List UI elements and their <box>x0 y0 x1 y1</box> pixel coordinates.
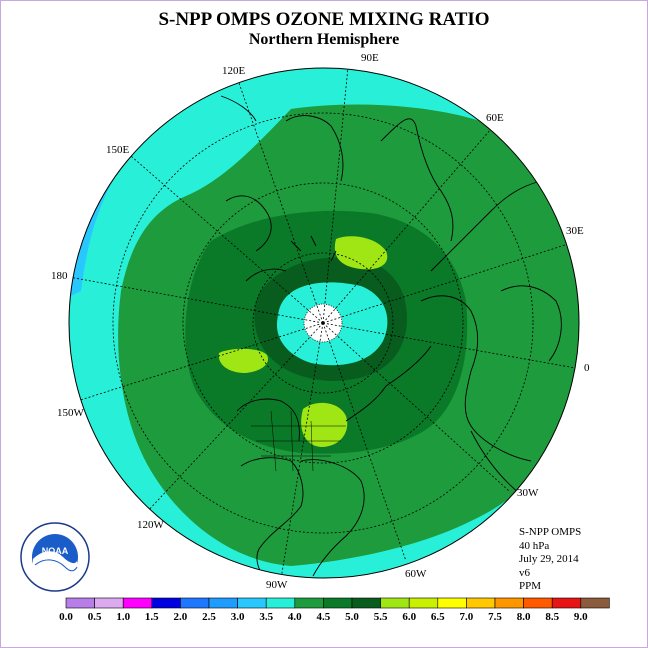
color-scale: 0.0 0.5 1.0 1.5 2.0 2.5 3.0 3.5 4.0 4.5 5.0 5.5 6.0 6… <box>59 597 610 623</box>
color-swatch <box>437 597 467 609</box>
coast-middle-east <box>430 180 542 272</box>
coast-north-america-east <box>300 459 365 577</box>
color-scale-tick-label: 8.5 <box>545 611 559 623</box>
lon-label-60w: 60W <box>405 568 427 580</box>
info-block: S-NPP OMPS 40 hPa July 29, 2014 v6 PPM <box>519 526 639 594</box>
color-swatch <box>466 597 496 609</box>
color-swatch <box>494 597 524 609</box>
lon-label-0: 0 <box>584 362 590 374</box>
color-scale-tick-label: 7.0 <box>460 611 474 623</box>
coast-china <box>285 115 344 182</box>
color-scale-tick-label: 5.0 <box>345 611 359 623</box>
color-scale-tick-label: 2.0 <box>174 611 188 623</box>
graticule <box>69 68 579 578</box>
color-swatch <box>551 597 582 609</box>
lon-label-60e: 60E <box>486 112 504 124</box>
map-boundary <box>68 67 580 579</box>
noaa-logo: NOAA <box>20 522 90 592</box>
color-scale-tick-label: 1.0 <box>116 611 130 623</box>
coast-japan <box>220 95 257 122</box>
color-swatch <box>122 597 153 609</box>
color-swatch <box>208 597 238 609</box>
color-swatch <box>380 597 410 609</box>
color-scale-tick-label: 5.5 <box>374 611 388 623</box>
polar-map: 90E 60E 30E 0 30W 60W 90W 120W 150W 180 … <box>51 52 590 591</box>
ozone-field <box>69 68 579 578</box>
color-swatch <box>65 597 95 609</box>
color-scale-tick-label: 4.0 <box>288 611 302 623</box>
color-swatch <box>580 597 610 609</box>
coast-greenland <box>345 345 432 422</box>
ozone-max-canada <box>301 402 348 447</box>
info-version: v6 <box>519 566 530 579</box>
us-state-lines <box>251 425 346 457</box>
lon-label-120w: 120W <box>137 519 165 531</box>
lon-label-150e: 150E <box>106 144 130 156</box>
color-swatch <box>265 597 296 609</box>
lon-label-120e: 120E <box>222 65 246 77</box>
color-scale-tick-label: 6.5 <box>431 611 445 623</box>
info-pressure: 40 hPa <box>519 539 550 552</box>
lon-label-30w: 30W <box>517 487 539 499</box>
color-scale-tick-label: 9.0 <box>574 611 588 623</box>
color-swatch <box>351 597 381 609</box>
info-date: July 29, 2014 <box>519 553 579 565</box>
coast-europe-africa <box>420 295 532 462</box>
color-scale-tick-label: 8.0 <box>517 611 531 623</box>
color-swatch <box>408 597 439 609</box>
color-swatch <box>237 597 267 609</box>
color-scale-tick-label: 0.5 <box>88 611 102 623</box>
color-swatch <box>323 597 353 609</box>
lon-label-90w: 90W <box>266 579 288 591</box>
color-scale-tick-label: 7.5 <box>488 611 502 623</box>
page-subtitle: Northern Hemisphere <box>248 31 400 48</box>
lon-label-30e: 30E <box>566 225 584 237</box>
lon-label-180: 180 <box>51 270 68 282</box>
lon-label-150w: 150W <box>57 407 85 419</box>
lon-label-90e: 90E <box>361 52 379 64</box>
color-swatch <box>523 597 553 609</box>
color-scale-ticks: 0.0 0.5 1.0 1.5 2.0 2.5 3.0 3.5 4.0 4.5 5.0 5.5 6.0 6… <box>59 611 588 623</box>
color-swatch <box>94 597 124 609</box>
logo-text: NOAA <box>42 546 69 556</box>
color-scale-tick-label: 0.0 <box>59 611 73 623</box>
color-scale-tick-label: 1.5 <box>145 611 159 623</box>
color-scale-tick-label: 6.0 <box>402 611 416 623</box>
color-scale-tick-label: 2.5 <box>202 611 216 623</box>
coast-north-america-west <box>240 457 304 578</box>
info-instrument: S-NPP OMPS <box>519 526 582 538</box>
ozone-max-siberia <box>334 236 388 270</box>
coast-kamchatka <box>225 195 272 252</box>
color-scale-tick-label: 3.0 <box>231 611 245 623</box>
color-scale-tick-label: 4.5 <box>317 611 331 623</box>
info-units: PPM <box>519 580 542 592</box>
color-swatch <box>180 597 210 609</box>
color-scale-swatches <box>65 597 610 609</box>
color-scale-tick-label: 3.5 <box>259 611 273 623</box>
color-swatch <box>151 597 181 609</box>
coastlines <box>220 95 562 578</box>
page-title: S-NPP OMPS OZONE MIXING RATIO <box>158 9 490 30</box>
ozone-max-pacific <box>218 348 269 373</box>
color-swatch <box>294 597 324 609</box>
coast-india <box>380 118 454 242</box>
